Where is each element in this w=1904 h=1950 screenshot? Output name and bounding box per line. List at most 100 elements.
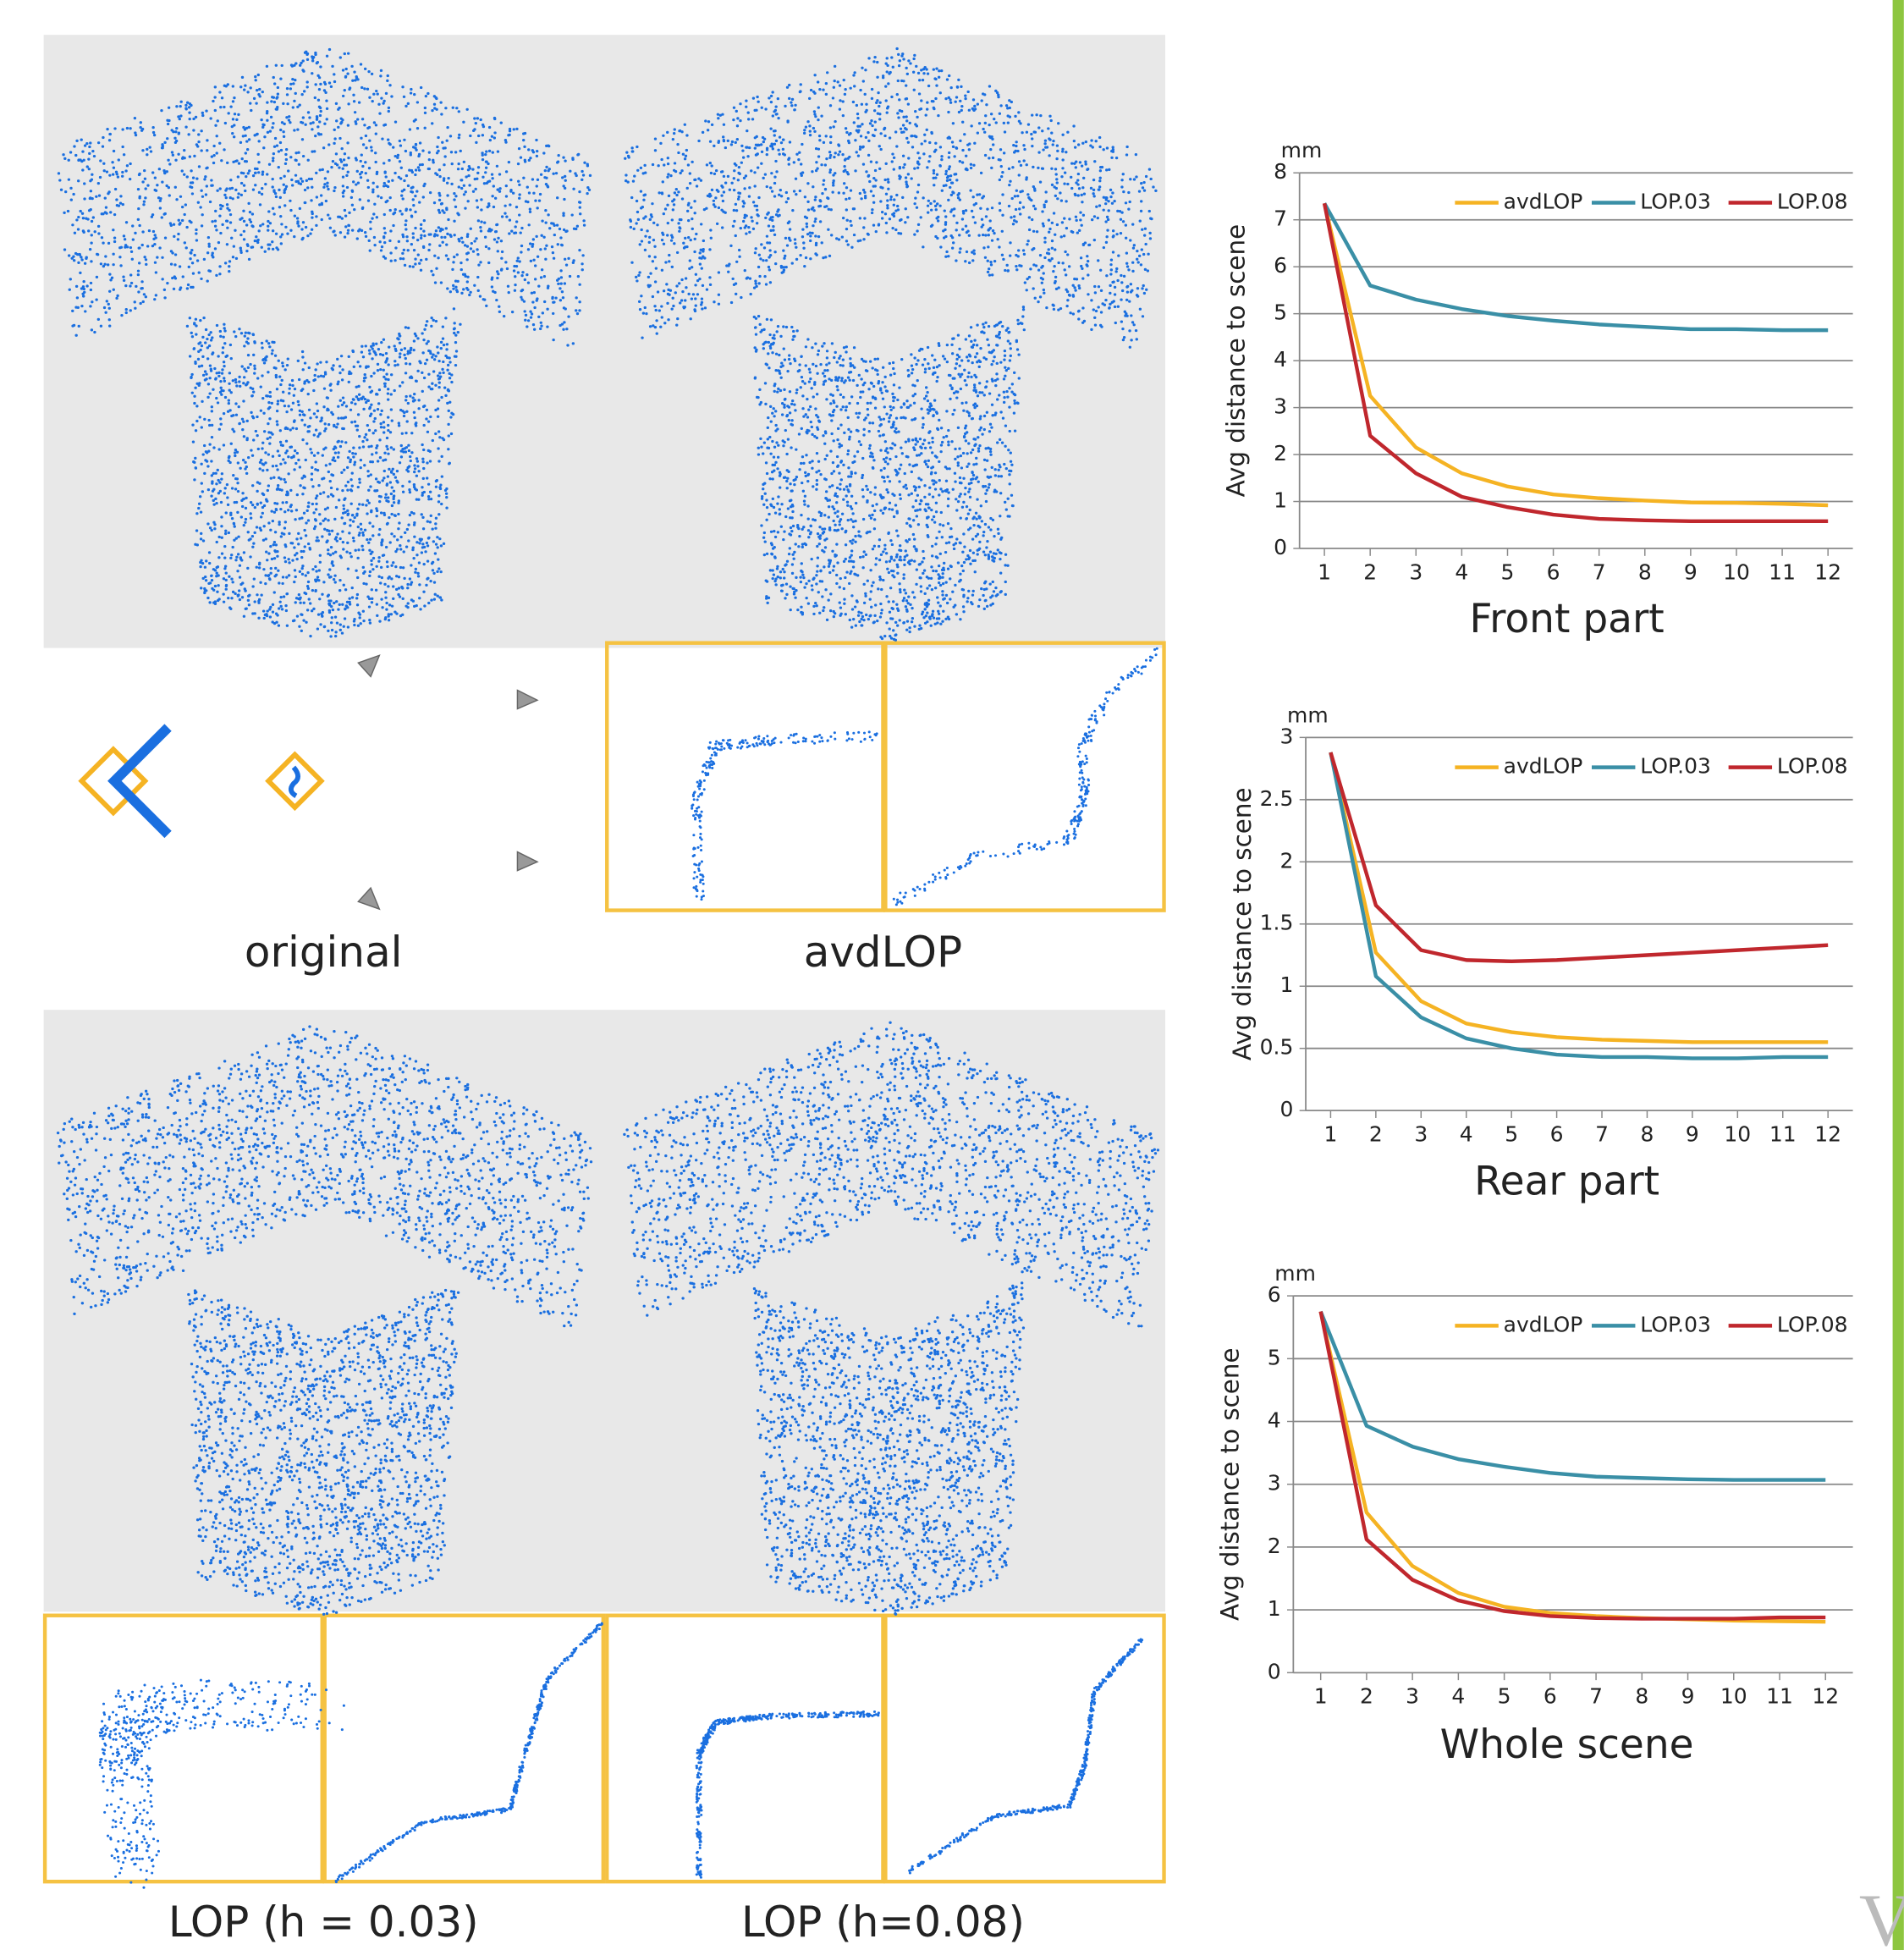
line-series [1321,1312,1826,1480]
x-tick-label: 6 [1544,1684,1557,1709]
line-series [1330,752,1828,1058]
x-tick-label: 4 [1451,1684,1465,1709]
y-tick-label: 7 [1274,207,1287,231]
x-tick-label: 6 [1550,1122,1564,1147]
y-unit: mm [1274,1261,1316,1286]
inset-points [336,1623,602,1881]
x-tick-label: 7 [1595,1122,1609,1147]
legend-label: avdLOP [1504,754,1583,779]
x-tick-label: 1 [1318,559,1331,584]
y-tick-label: 0.5 [1260,1035,1294,1060]
y-tick-label: 5 [1268,1345,1281,1369]
icon-chevron [114,728,168,835]
inset-frame [325,1616,603,1881]
y-tick-label: 8 [1274,159,1287,184]
x-tick-label: 8 [1641,1122,1654,1147]
y-tick-label: 1.5 [1260,911,1294,935]
x-tick-label: 12 [1814,559,1841,584]
y-tick-label: 6 [1274,253,1287,278]
chart: 0123456123456789101112mmAvg distance to … [1215,1261,1852,1768]
icon-arrows [358,655,537,909]
y-tick-label: 3 [1268,1471,1281,1496]
x-tick-label: 6 [1547,559,1560,584]
x-tick-label: 8 [1638,559,1652,584]
figure: VI original avdLOP LOP (h = 0.03) LOP (h… [0,0,1904,1950]
x-tick-label: 7 [1589,1684,1603,1709]
y-tick-label: 0 [1268,1659,1281,1683]
inset-points [696,1711,878,1877]
inset-frame [607,1616,883,1881]
x-tick-label: 9 [1684,559,1698,584]
x-tick-label: 10 [1720,1684,1747,1709]
y-tick-label: 3 [1274,394,1287,419]
line-series [1330,752,1828,961]
y-tick-label: 2 [1279,848,1293,873]
x-tick-label: 5 [1505,1122,1518,1147]
inset-frame [885,643,1164,911]
x-tick-label: 11 [1769,559,1796,584]
y-tick-label: 2 [1274,441,1287,465]
x-tick-label: 3 [1406,1684,1419,1709]
x-tick-label: 1 [1323,1122,1337,1147]
x-tick-label: 8 [1635,1684,1648,1709]
x-tick-label: 10 [1723,559,1750,584]
corner-mark: VI [1859,1879,1904,1950]
side-bar [1893,0,1904,1950]
x-tick-label: 11 [1769,1122,1797,1147]
legend-label: LOP.08 [1777,754,1848,779]
panel-label: LOP (h = 0.03) [168,1898,479,1947]
legend-label: LOP.08 [1777,1312,1848,1336]
y-axis-label: Avg distance to scene [1215,1347,1244,1621]
legend-label: LOP.03 [1640,190,1711,214]
x-tick-label: 5 [1501,559,1515,584]
x-tick-label: 4 [1455,559,1468,584]
y-tick-label: 1 [1268,1596,1281,1621]
y-tick-label: 4 [1274,347,1287,372]
legend-label: avdLOP [1504,190,1583,214]
inset-frame [607,643,883,911]
legend-label: LOP.03 [1640,754,1711,779]
legend-label: LOP.03 [1640,1312,1711,1336]
y-tick-label: 3 [1279,724,1293,748]
x-tick-label: 10 [1724,1122,1751,1147]
x-tick-label: 9 [1681,1684,1695,1709]
x-tick-label: 9 [1686,1122,1699,1147]
panel-label: avdLOP [804,928,962,977]
icon-curve [291,768,298,796]
y-axis-label: Avg distance to scene [1228,787,1257,1060]
chart-title: Front part [1469,596,1664,642]
x-tick-label: 12 [1814,1122,1841,1147]
y-unit: mm [1281,138,1323,162]
chart-title: Whole scene [1440,1721,1694,1768]
inset-points [894,648,1157,905]
x-tick-label: 7 [1593,559,1606,584]
view-icons [81,655,537,909]
x-tick-label: 2 [1363,559,1377,584]
y-axis-label: Avg distance to scene [1222,224,1251,498]
y-tick-label: 1 [1279,972,1293,997]
inset-points [692,732,878,900]
panel-label: original [245,928,403,977]
y-tick-label: 6 [1268,1282,1281,1307]
line-series [1321,1312,1826,1619]
x-tick-label: 5 [1498,1684,1511,1709]
x-tick-label: 2 [1369,1122,1383,1147]
inset-points [910,1639,1142,1873]
line-series [1324,203,1828,521]
y-tick-label: 0 [1279,1097,1293,1121]
x-tick-label: 11 [1766,1684,1793,1709]
y-unit: mm [1287,702,1329,727]
panel-label: LOP (h=0.08) [741,1898,1025,1947]
y-tick-label: 2.5 [1260,786,1294,811]
legend-label: avdLOP [1504,1312,1583,1336]
x-tick-label: 12 [1812,1684,1839,1709]
chart-title: Rear part [1474,1158,1659,1204]
inset-frame [45,1616,322,1881]
x-tick-label: 3 [1414,1122,1428,1147]
x-tick-label: 3 [1409,559,1422,584]
inset-points [100,1680,344,1887]
x-tick-label: 4 [1460,1122,1473,1147]
y-tick-label: 5 [1274,300,1287,325]
